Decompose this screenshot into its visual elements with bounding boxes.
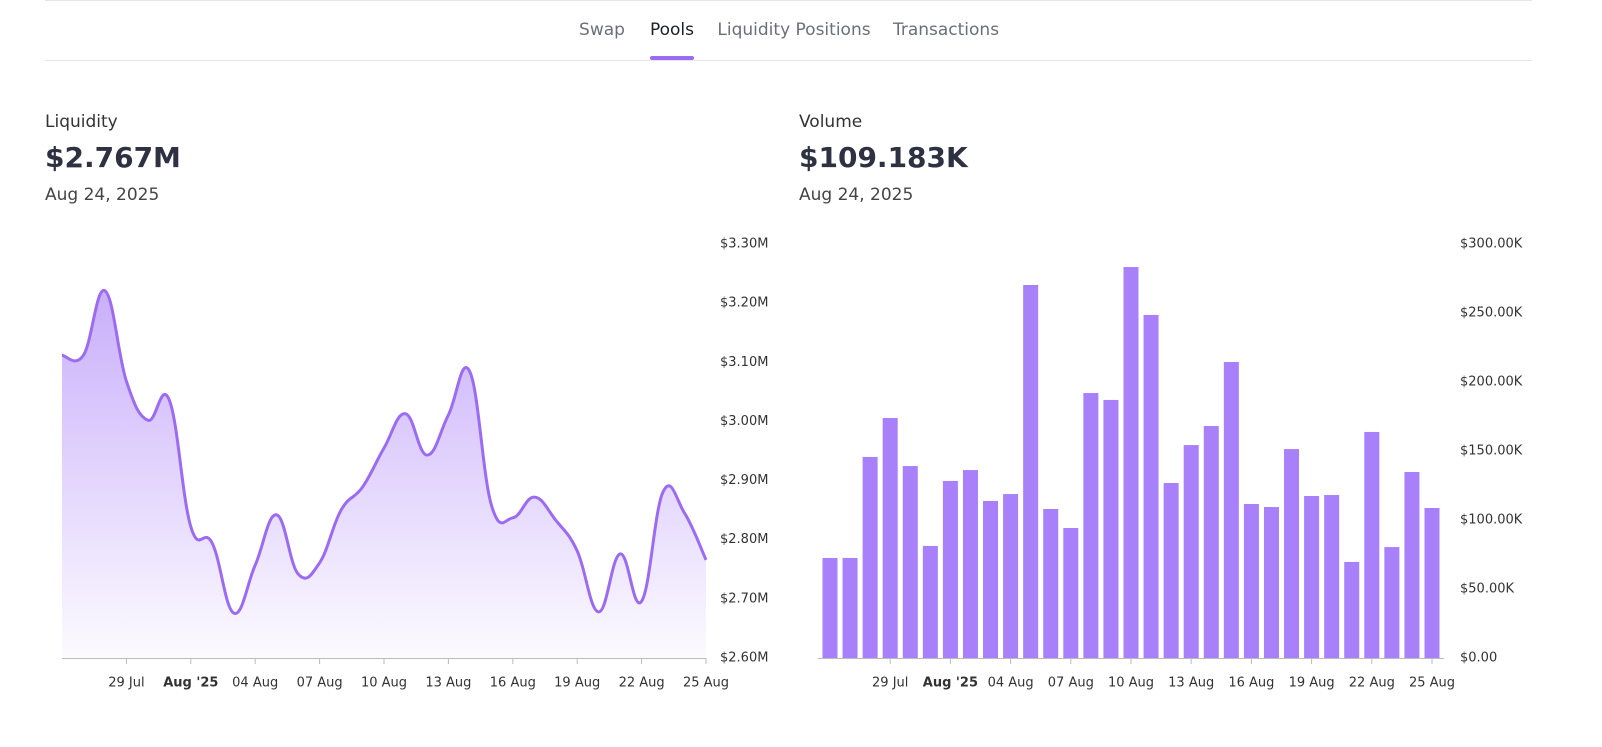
- bar: [1003, 494, 1019, 658]
- y-tick-label: $2.60M: [720, 651, 768, 666]
- y-tick-label: $0.00: [1460, 651, 1497, 666]
- y-tick-label: $3.00M: [720, 414, 768, 429]
- y-tick-label: $50.00K: [1460, 582, 1514, 597]
- x-tick-label: 29 Jul: [108, 676, 144, 691]
- x-tick-label: 19 Aug: [554, 676, 600, 691]
- line: [61, 289, 708, 615]
- bar: [1183, 445, 1199, 658]
- chart-headline: $2.767M: [45, 141, 181, 174]
- x-tick-label: 07 Aug: [1048, 676, 1094, 691]
- x-tick-label: 10 Aug: [1108, 676, 1154, 691]
- bar: [822, 557, 838, 658]
- y-tick-label: $150.00K: [1460, 444, 1523, 459]
- x-tick-label: 22 Aug: [619, 676, 665, 691]
- bar: [902, 466, 918, 658]
- x-tick-label: 16 Aug: [1228, 676, 1274, 691]
- bar: [1284, 449, 1300, 658]
- bar: [1243, 503, 1259, 658]
- x-tick-label: 19 Aug: [1289, 676, 1335, 691]
- bar: [1083, 393, 1099, 658]
- bar: [1424, 507, 1440, 658]
- bar: [983, 500, 999, 658]
- y-tick-label: $200.00K: [1460, 375, 1523, 390]
- bar: [1103, 399, 1119, 658]
- x-tick-label: 29 Jul: [872, 676, 908, 691]
- x-tick-label: 13 Aug: [1168, 676, 1214, 691]
- y-tick-label: $2.90M: [720, 473, 768, 488]
- area-fill: [62, 290, 706, 658]
- bar: [1203, 426, 1219, 658]
- bar: [1364, 431, 1380, 658]
- y-tick-label: $250.00K: [1460, 306, 1523, 321]
- bar: [922, 545, 938, 658]
- bar: [962, 470, 978, 658]
- bar: [1404, 471, 1420, 658]
- bar: [942, 480, 958, 658]
- y-tick-label: $2.70M: [720, 591, 768, 606]
- y-tick-label: $3.20M: [720, 296, 768, 311]
- bar: [1123, 267, 1139, 658]
- bar: [1023, 284, 1039, 658]
- bar: [1063, 528, 1079, 658]
- nav-tab[interactable]: Pools: [650, 20, 694, 40]
- chart-title: Volume: [799, 112, 862, 132]
- bar: [1263, 507, 1279, 658]
- bar: [1043, 508, 1059, 658]
- x-tick-label: 25 Aug: [1409, 676, 1455, 691]
- nav-tab[interactable]: Transactions: [892, 20, 999, 40]
- bar: [862, 456, 878, 658]
- bar: [1384, 547, 1400, 658]
- x-tick-label: 25 Aug: [683, 676, 729, 691]
- bar: [1304, 495, 1320, 658]
- y-tick-label: $3.10M: [720, 355, 768, 370]
- x-tick-label: Aug '25: [163, 676, 218, 691]
- x-tick-label: 04 Aug: [988, 676, 1034, 691]
- chart-headline: $109.183K: [799, 141, 969, 174]
- chart-date: Aug 24, 2025: [45, 185, 159, 205]
- x-tick-label: 22 Aug: [1349, 676, 1395, 691]
- x-tick-label: 16 Aug: [490, 676, 536, 691]
- bar: [1163, 483, 1179, 658]
- bar: [1143, 314, 1159, 658]
- bar: [1344, 561, 1360, 658]
- bar: [1223, 361, 1239, 658]
- bar: [842, 557, 858, 658]
- x-tick-label: 10 Aug: [361, 676, 407, 691]
- x-tick-label: 13 Aug: [425, 676, 471, 691]
- y-tick-label: $300.00K: [1460, 237, 1523, 252]
- x-tick-label: 04 Aug: [232, 676, 278, 691]
- nav-tabs: Swap Pools Liquidity Positions Transactions: [579, 20, 999, 60]
- x-tick-label: Aug '25: [923, 676, 978, 691]
- chart-date: Aug 24, 2025: [799, 185, 913, 205]
- active-tab-underline: [649, 56, 695, 60]
- x-tick-label: 07 Aug: [297, 676, 343, 691]
- y-tick-label: $2.80M: [720, 532, 768, 547]
- chart-title: Liquidity: [45, 112, 118, 132]
- y-tick-label: $100.00K: [1460, 513, 1523, 528]
- nav-tab[interactable]: Swap: [579, 20, 625, 40]
- nav-tab[interactable]: Liquidity Positions: [717, 20, 870, 40]
- bar: [882, 418, 898, 658]
- bar: [1324, 495, 1340, 658]
- y-tick-label: $3.30M: [720, 237, 768, 252]
